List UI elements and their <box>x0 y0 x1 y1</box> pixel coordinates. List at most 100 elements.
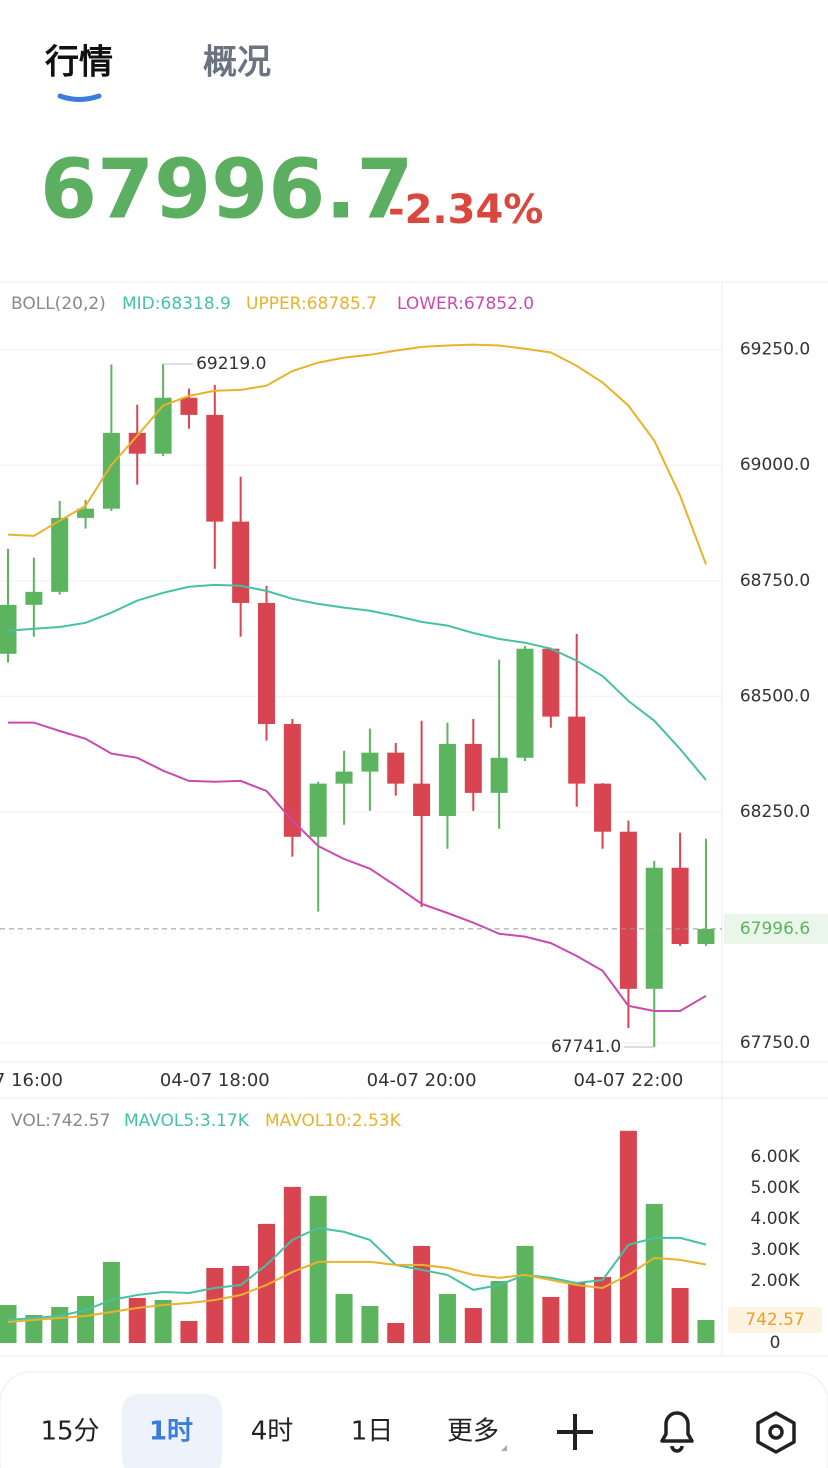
settings-icon[interactable] <box>756 1411 796 1454</box>
interval-button[interactable]: 1日 <box>351 1417 394 1447</box>
volume-bar <box>697 1319 715 1343</box>
candle-body <box>697 928 715 944</box>
y-tick-label: 68500.0 <box>740 686 810 706</box>
selected-bg <box>122 1394 222 1468</box>
low-label: 67741.0 <box>551 1037 621 1057</box>
candle-body <box>309 783 327 837</box>
indicator-line <box>7 583 707 781</box>
indicator-line <box>8 721 707 1012</box>
volume-bar <box>25 1314 43 1343</box>
candle-body <box>387 752 405 784</box>
volume-bar <box>387 1322 405 1343</box>
current-volume-label: 742.57 <box>745 1310 804 1330</box>
volume-bar <box>645 1203 663 1343</box>
volume-bar <box>619 1130 637 1343</box>
volume-bar <box>516 1245 534 1343</box>
candle-body <box>413 783 431 816</box>
indicator-label: BOLL(20,2) <box>11 294 106 314</box>
candle-body <box>542 648 560 717</box>
y-tick-label: 67750.0 <box>740 1033 810 1053</box>
volume-bar <box>671 1287 689 1343</box>
candle-body <box>645 867 663 989</box>
current-price-bg <box>724 913 828 944</box>
add-icon[interactable] <box>557 1414 593 1450</box>
more-button[interactable]: 更多 <box>447 1417 499 1447</box>
more-indicator <box>501 1445 507 1451</box>
price-change: -2.34% <box>388 187 543 233</box>
last-price: 67996.7 <box>40 142 413 237</box>
volume-bar <box>180 1320 198 1343</box>
alert-icon[interactable] <box>660 1411 694 1453</box>
legend-entry: MAVOL10:2.53K <box>265 1111 402 1131</box>
candle-body <box>490 757 508 793</box>
volume-bar <box>258 1223 275 1343</box>
candle-body <box>619 831 637 989</box>
candle-body <box>438 743 456 816</box>
candle-body <box>25 591 43 605</box>
candle-body <box>258 602 275 725</box>
candle-body <box>671 867 689 944</box>
y-tick-label: 4.00K <box>751 1209 801 1229</box>
interval-button[interactable]: 15分 <box>40 1417 99 1447</box>
candle-body <box>77 508 95 518</box>
candle-body <box>516 648 534 758</box>
y-tick-label: 2.00K <box>751 1271 801 1291</box>
candle-body <box>206 414 224 522</box>
volume-bar <box>206 1267 224 1343</box>
y-tick-label: 69250.0 <box>740 340 810 360</box>
candle-body <box>594 783 612 832</box>
volume-bar <box>232 1265 250 1343</box>
indicator-line <box>7 1226 707 1321</box>
current-price-label: 67996.6 <box>740 919 810 939</box>
tab[interactable]: 概况 <box>203 43 271 83</box>
candle-body <box>568 716 586 784</box>
volume-bar <box>77 1295 95 1343</box>
volume-bar <box>0 1304 17 1343</box>
candle-body <box>283 724 301 837</box>
chart-layer: 69250.0 69000.0 68750.0 68500.0 68250.0 67750… <box>0 340 828 1353</box>
tab-active[interactable]: 行情 <box>45 43 113 83</box>
interval-button[interactable]: 4时 <box>251 1417 294 1447</box>
volume-bar <box>309 1195 327 1343</box>
volume-bar <box>51 1306 69 1343</box>
indicator-line <box>7 343 707 565</box>
x-tick-label: 04-07 18:00 <box>160 1070 270 1091</box>
volume-bar <box>438 1293 456 1343</box>
candle-body <box>232 521 250 603</box>
candle-body <box>102 432 120 509</box>
legend-entry: LOWER:67852.0 <box>397 294 534 314</box>
volume-bar <box>542 1296 560 1343</box>
indicator-label: VOL:742.57 <box>11 1111 110 1131</box>
volume-bar <box>490 1280 508 1343</box>
volume-bar <box>568 1282 586 1343</box>
volume-bar <box>594 1276 612 1343</box>
volume-bar <box>154 1299 172 1343</box>
volume-bar <box>102 1261 120 1343</box>
candle-body <box>464 743 482 793</box>
current-volume-bg <box>728 1306 822 1333</box>
interval-button[interactable]: 1时 <box>149 1417 193 1447</box>
legend-entry: MAVOL5:3.17K <box>124 1111 250 1131</box>
candle-body <box>361 752 379 772</box>
legend-entry: MID:68318.9 <box>122 294 231 314</box>
candle-body <box>128 432 146 454</box>
volume-bar <box>128 1297 146 1343</box>
y-tick-label: 69000.0 <box>740 455 810 475</box>
x-tick-label: 04-07 20:00 <box>367 1070 477 1091</box>
legend-entry: UPPER:68785.7 <box>246 294 377 314</box>
tab-underline <box>57 93 102 102</box>
high-label: 69219.0 <box>196 354 266 374</box>
x-tick-label: 04-07 22:00 <box>573 1070 683 1091</box>
candle-body <box>51 517 69 592</box>
y-tick-label: 0 <box>770 1333 781 1353</box>
y-tick-label: 3.00K <box>751 1240 801 1260</box>
volume-bar <box>464 1307 482 1343</box>
indicator-line <box>7 1256 707 1323</box>
volume-bar <box>335 1293 353 1343</box>
y-tick-label: 68750.0 <box>740 571 810 591</box>
candle-body <box>0 604 17 654</box>
x-tick-label: 04-07 16:00 <box>0 1070 63 1091</box>
